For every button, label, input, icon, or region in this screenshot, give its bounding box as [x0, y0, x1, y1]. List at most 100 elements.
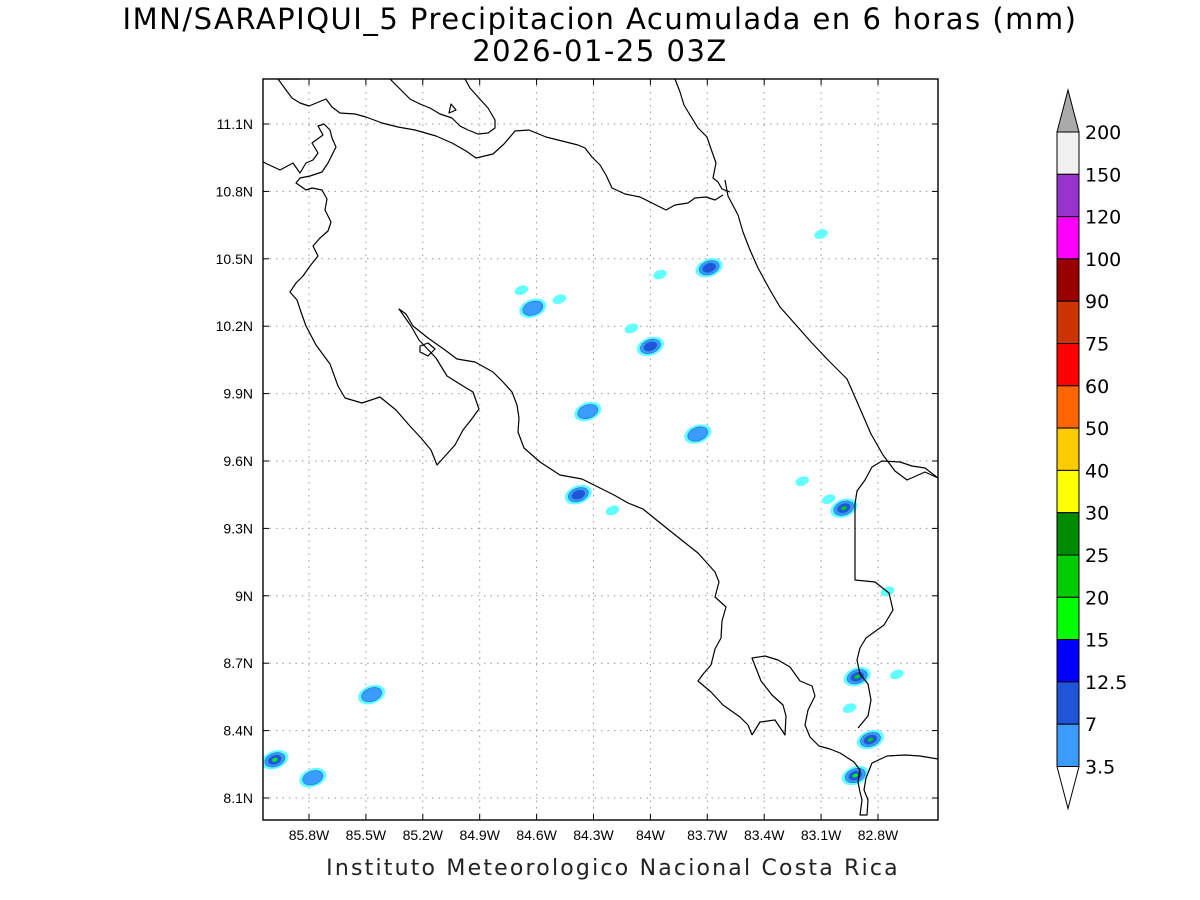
x-tick-label: 83.4W	[744, 827, 785, 843]
coastline-segment	[277, 79, 724, 211]
rain-contour-level	[643, 341, 658, 352]
rain-cell	[605, 505, 620, 516]
colorbar-swatch	[1056, 427, 1080, 471]
longitude-axis: 85.8W 85.5W 85.2W 84.9W 84.6W 84.3W 84W 83.7W 83…	[289, 79, 899, 843]
colorbar-swatch	[1056, 639, 1080, 683]
rain-contour-level	[840, 505, 848, 511]
coastline-segment	[419, 342, 436, 357]
colorbar-swatch	[1056, 554, 1080, 598]
x-tick-label: 83.1W	[801, 827, 842, 843]
y-tick-label: 8.1N	[223, 790, 253, 806]
colorbar-swatch	[1056, 216, 1080, 260]
rain-cell	[552, 294, 567, 305]
coastline-segment	[751, 655, 938, 816]
rain-cell	[653, 269, 667, 280]
y-tick-label: 10.5N	[216, 251, 253, 267]
rain-cell	[795, 476, 809, 487]
rain-contour-level	[571, 489, 586, 500]
rain-cell	[830, 498, 858, 518]
colorbar-label: 75	[1085, 334, 1109, 356]
colorbar-swatch	[1056, 469, 1080, 514]
rain-cell	[695, 258, 723, 278]
colorbar-swatch	[1056, 723, 1080, 768]
colorbar-label: 100	[1085, 249, 1121, 271]
colorbar-label: 20	[1085, 587, 1109, 609]
rain-cell	[358, 684, 386, 705]
rain-cell	[684, 424, 712, 444]
colorbar-label: 7	[1085, 714, 1097, 736]
rain-contour-level	[702, 262, 716, 273]
colorbar-underflow-arrow	[1056, 766, 1080, 811]
rain-contour-level	[577, 404, 599, 420]
y-tick-label: 10.8N	[216, 183, 253, 199]
rain-cell	[263, 750, 289, 770]
rain-contour-level	[795, 476, 809, 487]
x-tick-label: 84.3W	[573, 827, 614, 843]
colorbar-label: 30	[1085, 503, 1109, 525]
coastline-segment	[389, 79, 496, 135]
colorbar-swatch	[1056, 385, 1080, 429]
colorbar-label: 12.5	[1085, 672, 1127, 694]
rain-cell	[843, 666, 871, 687]
rain-cell	[514, 285, 529, 296]
rain-contour-level	[361, 687, 382, 703]
rain-contour-level	[653, 269, 667, 280]
colorbar-label: 200	[1085, 122, 1121, 144]
rain-contour-level	[522, 300, 544, 316]
colorbar-label: 3.5	[1085, 757, 1115, 779]
chart-title: IMN/SARAPIQUI_5 Precipitacion Acumulada …	[122, 2, 1078, 36]
coastline-segment	[724, 179, 938, 481]
colorbar-label: 25	[1085, 545, 1109, 567]
rain-cell	[564, 484, 592, 505]
colorbar-swatch	[1056, 512, 1080, 556]
latitude-axis: 8.1N 8.4N 8.7N 9N 9.3N 9.6N 9.9N 10.2N 10.5N 10.8…	[216, 116, 938, 806]
colorbar-label: 150	[1085, 164, 1121, 186]
plot-frame	[262, 78, 939, 821]
colorbar-label: 15	[1085, 630, 1109, 652]
colorbar-swatch	[1056, 173, 1080, 218]
rain-cell	[574, 401, 602, 422]
colorbar-label: 90	[1085, 291, 1109, 313]
rain-cell	[299, 768, 327, 788]
y-tick-label: 11.1N	[217, 116, 253, 132]
colorbar-swatch	[1056, 343, 1080, 387]
colorbar-swatch	[1056, 131, 1080, 175]
graticule-grid	[263, 79, 938, 820]
x-tick-label: 83.7W	[687, 827, 728, 843]
rain-contour-level	[890, 669, 904, 680]
x-tick-label: 84.6W	[516, 827, 557, 843]
rain-contour-level	[821, 494, 836, 505]
x-tick-label: 85.5W	[346, 827, 387, 843]
colorbar-label: 50	[1085, 418, 1109, 440]
rain-cell	[856, 729, 884, 750]
coastline-segment	[263, 123, 753, 736]
colorbar-label: 60	[1085, 376, 1109, 398]
colorbar-swatch	[1056, 596, 1080, 641]
y-tick-label: 8.7N	[223, 655, 253, 671]
rain-contour-level	[853, 674, 861, 680]
x-tick-label: 85.2W	[403, 827, 444, 843]
rain-cell	[519, 298, 547, 318]
rain-cell	[624, 323, 639, 334]
precipitation-field	[263, 229, 904, 788]
x-tick-label: 85.8W	[289, 827, 330, 843]
y-tick-label: 9.9N	[223, 386, 253, 402]
colorbar-swatch	[1056, 300, 1080, 345]
y-tick-label: 8.4N	[223, 723, 253, 739]
rain-cell	[821, 494, 836, 505]
rain-cell	[890, 669, 904, 680]
rain-contour-level	[851, 773, 859, 778]
coastline	[263, 79, 938, 816]
y-tick-label: 9.3N	[223, 520, 253, 536]
rain-cell	[814, 229, 828, 239]
colorbar-legend: 200 150 120 100 90 75 60 50 40 30 25 20 15 12.5 7 3.5	[1056, 88, 1127, 811]
rain-contour-level	[842, 703, 857, 713]
colorbar-label: 120	[1085, 207, 1121, 229]
rain-contour-level	[624, 323, 639, 334]
rain-contour-level	[514, 285, 529, 296]
x-tick-label: 84W	[636, 827, 666, 843]
rain-contour-level	[552, 294, 567, 305]
colorbar-swatch	[1056, 258, 1080, 302]
rain-contour-level	[605, 505, 620, 516]
